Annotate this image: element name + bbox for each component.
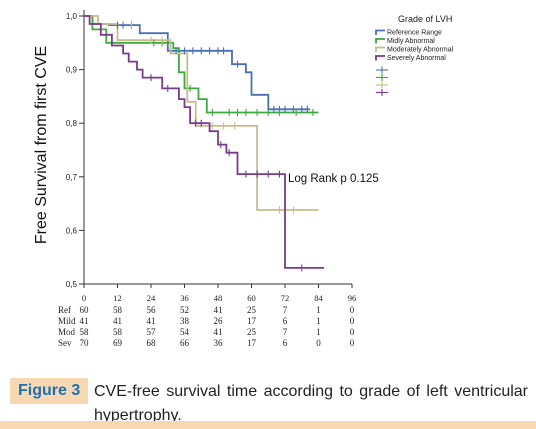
caption-text: CVE-free survival time according to grad… [94,383,528,424]
y-tick-label: 0,7 [66,173,78,182]
y-tick-label: 0,9 [66,66,78,75]
risk-count: 56 [147,305,157,315]
y-ticks: 1,0 0,9 0,8 0,7 0,6 0,5 [66,12,84,289]
caption-rule [0,421,536,429]
risk-time-label: 72 [281,293,290,303]
censor-marks [116,20,314,272]
risk-count: 17 [247,316,257,326]
risk-count: 7 [283,327,288,337]
legend-swatch [375,46,385,52]
caption-label: Figure 3 [10,378,89,404]
risk-row-label: Ref [58,305,71,315]
risk-count: 69 [113,338,123,348]
risk-row-label: Sev [58,338,72,348]
series-line-midly-abnormal [84,15,319,114]
y-axis-label-group: Free Survival from first CVE [33,46,50,244]
risk-count: 26 [214,316,224,326]
risk-count: 41 [214,305,223,315]
risk-count: 25 [247,305,257,315]
figure-caption: Figure 3 CVE-free survival time accordin… [0,372,536,429]
risk-count: 1 [316,305,321,315]
legend-swatch [375,55,385,61]
risk-row-label: Mod [58,327,76,337]
risk-count: 57 [147,327,157,337]
legend-entry: Midly Abnormal [387,38,435,45]
risk-time-label: 48 [214,293,223,303]
risk-count: 54 [180,327,190,337]
risk-time-label: 60 [247,293,256,303]
risk-count: 41 [113,316,122,326]
legend-swatch [375,29,385,35]
risk-time-label: 12 [113,293,122,303]
risk-count: 41 [80,316,89,326]
y-axis-label: Free Survival from first CVE [33,46,50,244]
risk-count: 60 [80,305,90,315]
risk-time-label: 36 [180,293,189,303]
log-rank-annotation: Log Rank p 0.125 [288,173,379,185]
risk-count: 1 [316,327,321,337]
legend-entry: Severely Abnormal [387,55,446,62]
legend-entry: Reference Range [387,30,442,37]
x-ticks [83,284,353,288]
risk-count: 6 [283,338,288,348]
risk-count: 68 [147,338,157,348]
risk-time-label: 24 [147,293,156,303]
risk-count: 36 [214,338,224,348]
risk-count: 58 [80,327,90,337]
risk-count: 17 [247,338,257,348]
risk-row-label: Mild [58,316,76,326]
risk-count: 66 [180,338,190,348]
risk-count: 38 [180,316,190,326]
y-tick-label: 0,6 [66,226,78,235]
risk-count: 0 [350,305,355,315]
risk-count: 0 [350,338,355,348]
y-tick-label: 0,8 [66,119,78,128]
risk-count: 1 [316,316,321,326]
risk-count: 25 [247,327,257,337]
km-figure: Free Survival from first CVE 1,0 0,9 0,8 0,… [33,10,454,348]
risk-count: 41 [214,327,223,337]
risk-time-label: 0 [82,293,86,303]
y-tick-label: 1,0 [66,12,78,21]
legend-swatch [375,38,385,44]
risk-count: 6 [283,316,288,326]
legend-entry: Moderately Abnormal [387,47,454,54]
risk-count: 0 [316,338,321,348]
risk-count: 7 [283,305,288,315]
series-lines [84,15,325,269]
risk-time-label: 84 [314,293,323,303]
series-line-moderately-abnormal [84,15,319,211]
risk-count: 41 [147,316,156,326]
risk-time-label: 96 [348,293,357,303]
series-line-severely-abnormal [84,15,325,269]
legend-title: Grade of LVH [398,14,452,24]
y-tick-label: 0,5 [66,280,78,289]
km-chart-svg: Free Survival from first CVE 1,0 0,9 0,8 0,… [33,10,454,348]
risk-count: 52 [180,305,189,315]
risk-count: 58 [113,327,123,337]
risk-count: 0 [350,327,355,337]
risk-count: 58 [113,305,123,315]
risk-count: 70 [80,338,90,348]
risk-count: 0 [350,316,355,326]
